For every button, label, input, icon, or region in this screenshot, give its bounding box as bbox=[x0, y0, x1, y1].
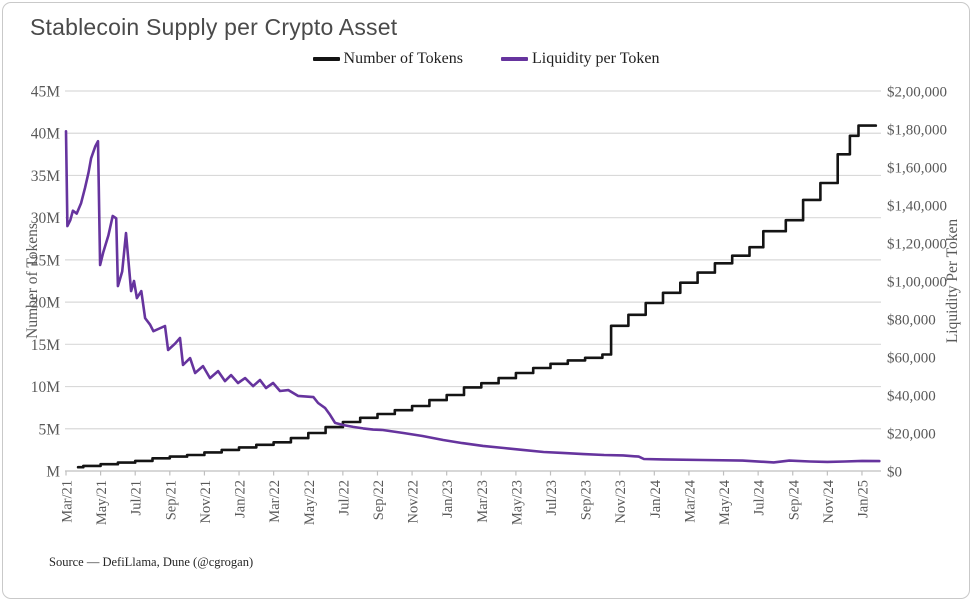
legend-label: Liquidity per Token bbox=[532, 50, 660, 67]
y-axis-label-left: 25M bbox=[31, 252, 61, 269]
y-axis-label-right: $40,000 bbox=[887, 389, 936, 405]
y-axis-label-right: $1,60,000 bbox=[887, 161, 947, 177]
y-axis-label-right: $1,80,000 bbox=[887, 123, 947, 139]
x-axis-label: Sep/23 bbox=[579, 480, 595, 520]
y-axis-label-left: 35M bbox=[31, 168, 61, 185]
x-axis-label: May/23 bbox=[509, 480, 525, 525]
x-axis-label: Jul/22 bbox=[336, 480, 352, 515]
y-axis-label-right: $0 bbox=[887, 465, 902, 481]
y-axis-label-right: $60,000 bbox=[887, 351, 936, 367]
right-axis-title: Liquidity Per Token bbox=[944, 219, 961, 344]
x-axis-label: Jan/24 bbox=[648, 479, 664, 518]
y-axis-label-right: $80,000 bbox=[887, 313, 936, 329]
x-axis-label: Nov/24 bbox=[821, 479, 837, 523]
legend-label: Number of Tokens bbox=[343, 50, 463, 67]
x-axis-label: Jul/21 bbox=[129, 480, 145, 515]
axis-labels: 45M 40M 35M 30M 25M 20M 15M 10M 5M M $2,00,000 $1,8… bbox=[31, 84, 947, 526]
y-axis-label-left: 5M bbox=[38, 421, 60, 438]
x-axis-label: Jul/23 bbox=[544, 480, 560, 515]
legend-swatch-black-line bbox=[312, 57, 340, 61]
x-axis-label: Nov/22 bbox=[406, 480, 422, 524]
series-lines bbox=[64, 124, 881, 469]
x-axis-label: Jul/24 bbox=[752, 479, 768, 515]
y-axis-label-right: $2,00,000 bbox=[887, 85, 947, 101]
x-axis-label: Sep/21 bbox=[163, 480, 179, 520]
source-caption: Source — DefiLlama, Dune (@cgrogan) bbox=[49, 555, 254, 569]
x-axis-label: Mar/24 bbox=[682, 479, 698, 522]
x-axis-label: Jan/25 bbox=[855, 480, 871, 518]
x-axis-label: Mar/22 bbox=[267, 480, 283, 523]
y-axis-label-left: 20M bbox=[31, 295, 61, 312]
x-axis-label: Jan/22 bbox=[233, 480, 249, 518]
y-axis-label-left: 10M bbox=[31, 379, 61, 396]
y-axis-label-right: $1,40,000 bbox=[887, 199, 947, 215]
legend: Number of Tokens Liquidity per Token bbox=[3, 50, 969, 68]
page-title: Stablecoin Supply per Crypto Asset bbox=[30, 14, 398, 40]
x-axis-label: Jan/23 bbox=[440, 480, 456, 518]
y-axis-label-right: $1,00,000 bbox=[887, 275, 947, 291]
legend-swatch-purple-line bbox=[501, 57, 528, 61]
series-line-number-of-tokens bbox=[76, 124, 878, 469]
x-axis-label: Nov/23 bbox=[613, 480, 629, 524]
y-axis-label-left: 45M bbox=[31, 84, 61, 101]
legend-item-liquidity-per-token: Liquidity per Token bbox=[501, 50, 659, 68]
y-axis-label-right: $1,20,000 bbox=[887, 237, 947, 253]
x-axis-label: Mar/23 bbox=[475, 480, 491, 523]
x-axis-label: Sep/24 bbox=[786, 479, 802, 520]
x-axis-label: May/21 bbox=[94, 480, 110, 525]
y-axis-label-right: $20,000 bbox=[887, 427, 936, 443]
x-axis-ticks bbox=[65, 471, 863, 476]
x-axis-label: May/24 bbox=[717, 479, 733, 525]
y-axis-label-left: M bbox=[46, 464, 60, 481]
y-axis-label-left: 40M bbox=[31, 126, 61, 143]
legend-item-number-of-tokens: Number of Tokens bbox=[312, 50, 463, 68]
series-line-liquidity-per-token bbox=[64, 130, 881, 464]
x-axis-label: Nov/21 bbox=[198, 480, 214, 524]
x-axis-label: Mar/21 bbox=[60, 480, 76, 523]
x-axis-label: May/22 bbox=[302, 480, 318, 525]
line-chart-plot: 45M 40M 35M 30M 25M 20M 15M 10M 5M M $2,00,000 $1,8… bbox=[24, 84, 961, 526]
x-axis-label: Sep/22 bbox=[371, 480, 387, 520]
y-axis-label-left: 15M bbox=[31, 337, 61, 354]
left-axis-title: Number of Tokens bbox=[24, 223, 41, 339]
y-axis-label-left: 30M bbox=[31, 210, 61, 227]
gridlines bbox=[65, 90, 881, 472]
